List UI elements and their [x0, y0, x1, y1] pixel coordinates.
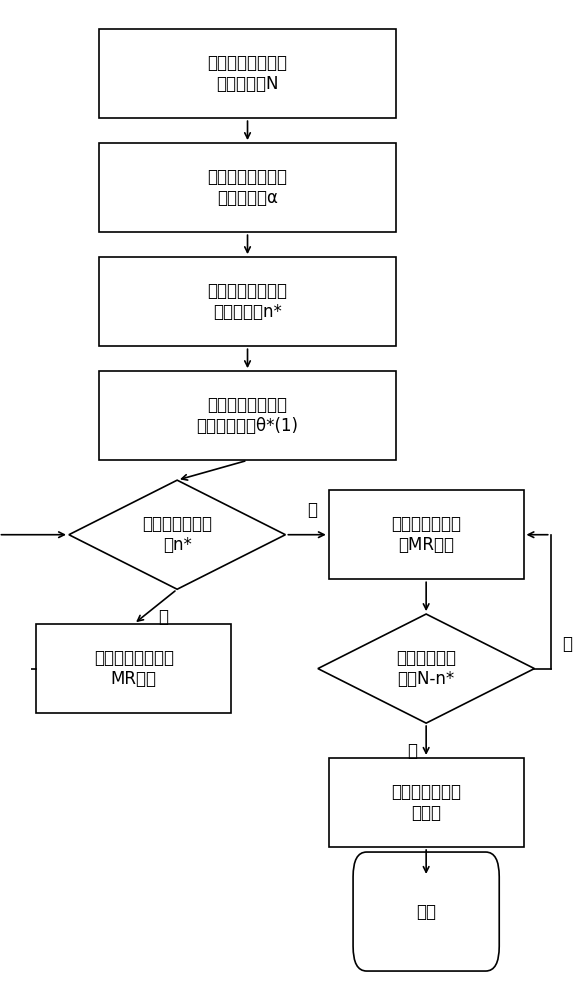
Text: 确定定角激发阶段
的激发次数n*: 确定定角激发阶段 的激发次数n*	[208, 282, 287, 321]
FancyBboxPatch shape	[99, 257, 396, 346]
FancyBboxPatch shape	[99, 371, 396, 460]
Text: 初始化小角度激发
的激发次数N: 初始化小角度激发 的激发次数N	[208, 54, 287, 93]
FancyBboxPatch shape	[329, 490, 523, 579]
FancyBboxPatch shape	[99, 29, 396, 118]
Polygon shape	[69, 480, 286, 589]
FancyBboxPatch shape	[36, 624, 231, 713]
Text: 定角激发次数小
于n*: 定角激发次数小 于n*	[142, 515, 212, 554]
Text: 定角激发，并采集
MR信号: 定角激发，并采集 MR信号	[94, 649, 174, 688]
Text: 变角激发，并采
集MR信号: 变角激发，并采 集MR信号	[391, 515, 461, 554]
Text: 初始化定角激发阶
段的翻转角α: 初始化定角激发阶 段的翻转角α	[208, 168, 287, 207]
Text: 否: 否	[407, 742, 418, 760]
Text: 是: 是	[159, 608, 168, 626]
Text: 超极化磁共振图
像重建: 超极化磁共振图 像重建	[391, 783, 461, 822]
Text: 否: 否	[308, 501, 317, 519]
FancyBboxPatch shape	[99, 143, 396, 232]
Text: 变角激发次数
小于N-n*: 变角激发次数 小于N-n*	[396, 649, 456, 688]
Text: 确定变角激发阶段
的初始翻转角θ*(1): 确定变角激发阶段 的初始翻转角θ*(1)	[197, 396, 298, 435]
Polygon shape	[318, 614, 534, 723]
FancyBboxPatch shape	[353, 852, 499, 971]
Text: 结束: 结束	[416, 903, 436, 921]
FancyBboxPatch shape	[329, 758, 523, 847]
Text: 是: 是	[562, 635, 572, 653]
